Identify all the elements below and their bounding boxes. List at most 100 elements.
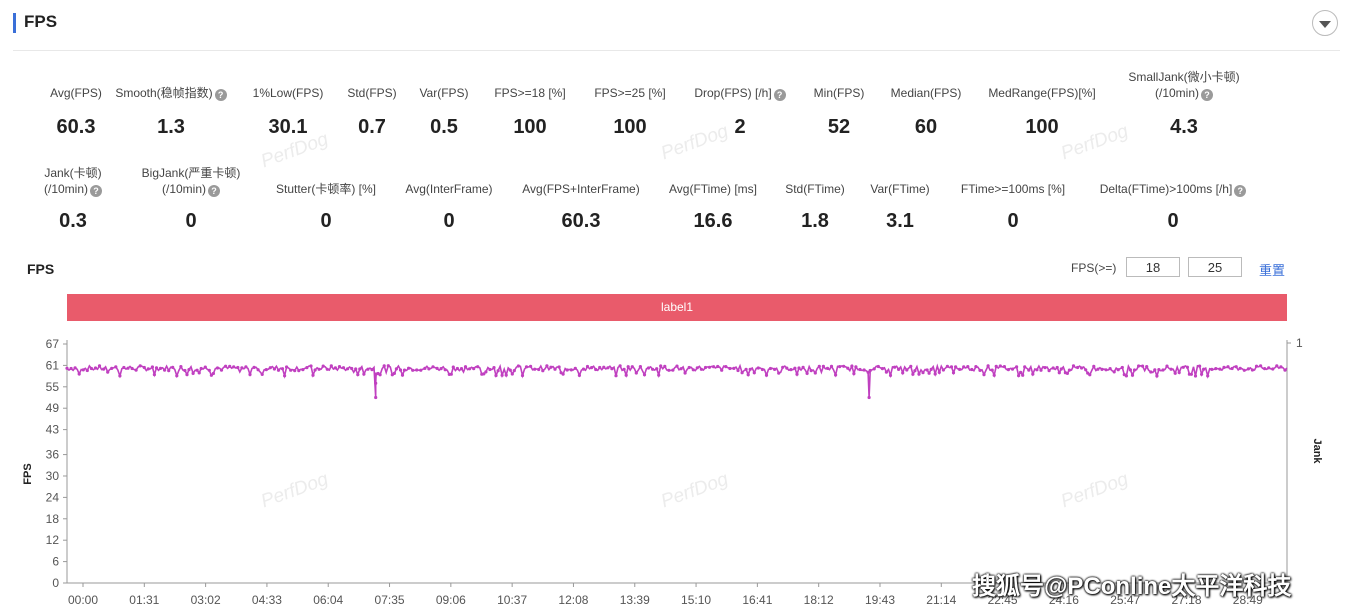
fps-point-154 xyxy=(374,372,378,376)
help-icon[interactable]: ? xyxy=(1234,185,1247,197)
fps-point-68 xyxy=(203,365,207,369)
threshold-input-2[interactable] xyxy=(1188,257,1242,277)
fps-point-182 xyxy=(431,365,435,369)
metric-value: 30.1 xyxy=(268,116,308,138)
metric-label-unit: (/10min)? xyxy=(106,181,276,197)
fps-point-532 xyxy=(1141,364,1145,368)
fps-point-292 xyxy=(655,367,659,371)
fps-point-512 xyxy=(1100,367,1104,371)
fps-point-520 xyxy=(1116,368,1120,372)
x-tick-label-12: 18:12 xyxy=(804,593,834,607)
metric-label: Var(FPS) xyxy=(359,85,529,101)
help-icon[interactable]: ? xyxy=(1201,89,1213,101)
y-tick-label-2: 12 xyxy=(46,533,60,547)
fps-point-0 xyxy=(65,366,69,370)
fps-point-80 xyxy=(228,364,232,368)
fps-point-104 xyxy=(276,368,281,372)
metric-label-text: Avg(InterFrame) xyxy=(405,182,493,196)
fps-point-232 xyxy=(533,367,537,371)
fps-point-132 xyxy=(333,366,337,370)
fps-point-392 xyxy=(858,367,862,372)
metric-label: Median(FPS) xyxy=(841,85,1011,101)
fps-point-474 xyxy=(1023,365,1027,369)
fps-point-334 xyxy=(740,371,744,375)
fps-point-495 xyxy=(1065,371,1069,375)
help-icon[interactable]: ? xyxy=(214,89,227,101)
fps-point-546 xyxy=(1169,367,1173,371)
fps-point-152 xyxy=(374,395,378,400)
fps-point-322 xyxy=(716,364,720,369)
metric-label-text: FPS>=25 [%] xyxy=(594,86,666,100)
fps-point-364 xyxy=(801,365,805,369)
fps-point-296 xyxy=(663,364,667,368)
fps-point-32 xyxy=(130,366,134,371)
fps-point-326 xyxy=(724,365,728,369)
fps-point-348 xyxy=(768,366,773,371)
help-icon[interactable]: ? xyxy=(208,185,220,197)
watermark-5: PerfDog xyxy=(1058,468,1132,513)
fps-point-594 xyxy=(1267,366,1271,370)
fps-point-221 xyxy=(510,372,514,376)
help-icon[interactable]: ? xyxy=(90,185,102,197)
label-bar[interactable]: label1 xyxy=(67,294,1287,321)
fps-point-484 xyxy=(1043,366,1047,370)
fps-point-336 xyxy=(744,367,748,371)
fps-point-256 xyxy=(581,367,586,371)
fps-point-332 xyxy=(736,368,740,373)
fps-point-200 xyxy=(468,367,472,371)
metric-value: 16.6 xyxy=(693,210,733,232)
fps-point-524 xyxy=(1124,374,1128,378)
fps-point-264 xyxy=(598,365,602,370)
metric-label-text: SmallJank(微小卡顿) xyxy=(1128,70,1240,84)
x-tick-label-6: 09:06 xyxy=(436,593,466,607)
fps-point-276 xyxy=(622,367,626,371)
fps-point-26 xyxy=(118,374,122,378)
metric-label: Std(FPS) xyxy=(287,85,457,101)
fps-point-554 xyxy=(1185,365,1189,369)
fps-point-270 xyxy=(610,367,614,371)
metric-value: 60.3 xyxy=(561,210,601,232)
metric-value: 0 xyxy=(320,210,332,232)
help-icon[interactable]: ? xyxy=(773,89,786,101)
x-tick-label-4: 06:04 xyxy=(313,593,343,607)
watermark-3: PerfDog xyxy=(258,468,332,513)
fps-point-43 xyxy=(152,373,156,377)
x-tick-label-9: 13:39 xyxy=(620,593,650,607)
fps-point-522 xyxy=(1120,365,1124,370)
fps-point-462 xyxy=(998,364,1002,368)
metric-value: 60 xyxy=(914,116,938,138)
metric-value: 1.8 xyxy=(801,210,829,232)
threshold-input-1[interactable] xyxy=(1126,257,1180,277)
fps-point-266 xyxy=(602,365,606,369)
fps-point-246 xyxy=(561,372,565,376)
fps-point-398 xyxy=(868,368,872,373)
metric-label-text: Avg(FPS+InterFrame) xyxy=(522,182,640,196)
section-header: FPS xyxy=(0,0,1347,50)
fps-point-108 xyxy=(285,365,289,369)
metric-label-text: Jank(卡顿) xyxy=(44,166,102,180)
metric-label: Smooth(稳帧指数)? xyxy=(86,85,256,101)
fps-point-298 xyxy=(667,368,671,372)
fps-point-252 xyxy=(573,366,577,370)
fps-point-107 xyxy=(283,374,287,378)
fps-point-124 xyxy=(317,367,321,371)
fps-point-96 xyxy=(260,372,264,376)
fps-point-354 xyxy=(781,365,785,369)
metric-metrics_row2-5: Avg(FTime) [ms] 16.6 xyxy=(628,181,798,241)
fps-point-586 xyxy=(1250,368,1254,372)
fps-point-274 xyxy=(618,364,622,368)
reset-link[interactable]: 重置 xyxy=(1259,263,1286,278)
fps-point-397 xyxy=(867,395,871,400)
fps-point-234 xyxy=(537,367,541,372)
fps-point-324 xyxy=(720,368,724,372)
collapse-toggle-button[interactable] xyxy=(1312,10,1338,36)
fps-point-460 xyxy=(994,364,998,368)
fps-point-544 xyxy=(1165,364,1169,368)
fps-point-412 xyxy=(897,367,901,371)
fps-point-167 xyxy=(400,373,405,377)
metric-label-text: Var(FTime) xyxy=(870,182,930,196)
y-axis-label: FPS xyxy=(22,463,34,484)
metric-value: 100 xyxy=(613,116,647,138)
fps-point-300 xyxy=(671,368,675,372)
metric-label: Jank(卡顿) xyxy=(0,165,158,181)
